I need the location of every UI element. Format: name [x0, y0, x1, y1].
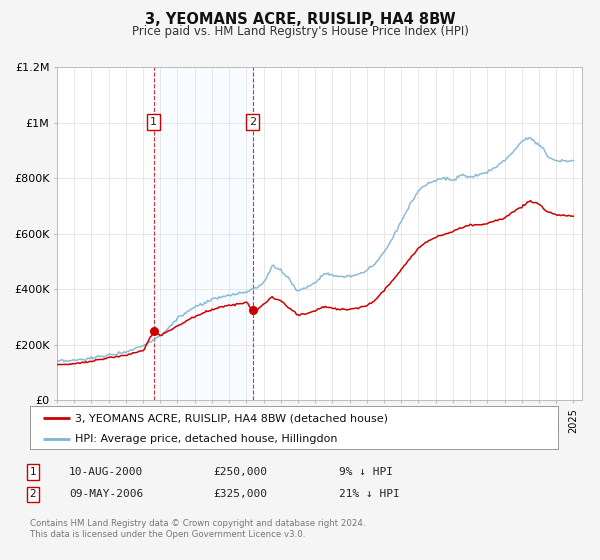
- Text: Price paid vs. HM Land Registry's House Price Index (HPI): Price paid vs. HM Land Registry's House …: [131, 25, 469, 38]
- Text: Contains HM Land Registry data © Crown copyright and database right 2024.: Contains HM Land Registry data © Crown c…: [30, 519, 365, 528]
- Text: 10-AUG-2000: 10-AUG-2000: [69, 467, 143, 477]
- Text: 21% ↓ HPI: 21% ↓ HPI: [339, 489, 400, 500]
- Text: £250,000: £250,000: [213, 467, 267, 477]
- Text: HPI: Average price, detached house, Hillingdon: HPI: Average price, detached house, Hill…: [75, 434, 337, 444]
- Text: 2: 2: [29, 489, 37, 500]
- Text: 3, YEOMANS ACRE, RUISLIP, HA4 8BW (detached house): 3, YEOMANS ACRE, RUISLIP, HA4 8BW (detac…: [75, 413, 388, 423]
- Text: 09-MAY-2006: 09-MAY-2006: [69, 489, 143, 500]
- Text: 2: 2: [249, 117, 256, 127]
- Text: 9% ↓ HPI: 9% ↓ HPI: [339, 467, 393, 477]
- Text: This data is licensed under the Open Government Licence v3.0.: This data is licensed under the Open Gov…: [30, 530, 305, 539]
- Text: 3, YEOMANS ACRE, RUISLIP, HA4 8BW: 3, YEOMANS ACRE, RUISLIP, HA4 8BW: [145, 12, 455, 27]
- Text: 1: 1: [150, 117, 157, 127]
- Text: 1: 1: [29, 467, 37, 477]
- Bar: [154, 67, 253, 400]
- Text: £325,000: £325,000: [213, 489, 267, 500]
